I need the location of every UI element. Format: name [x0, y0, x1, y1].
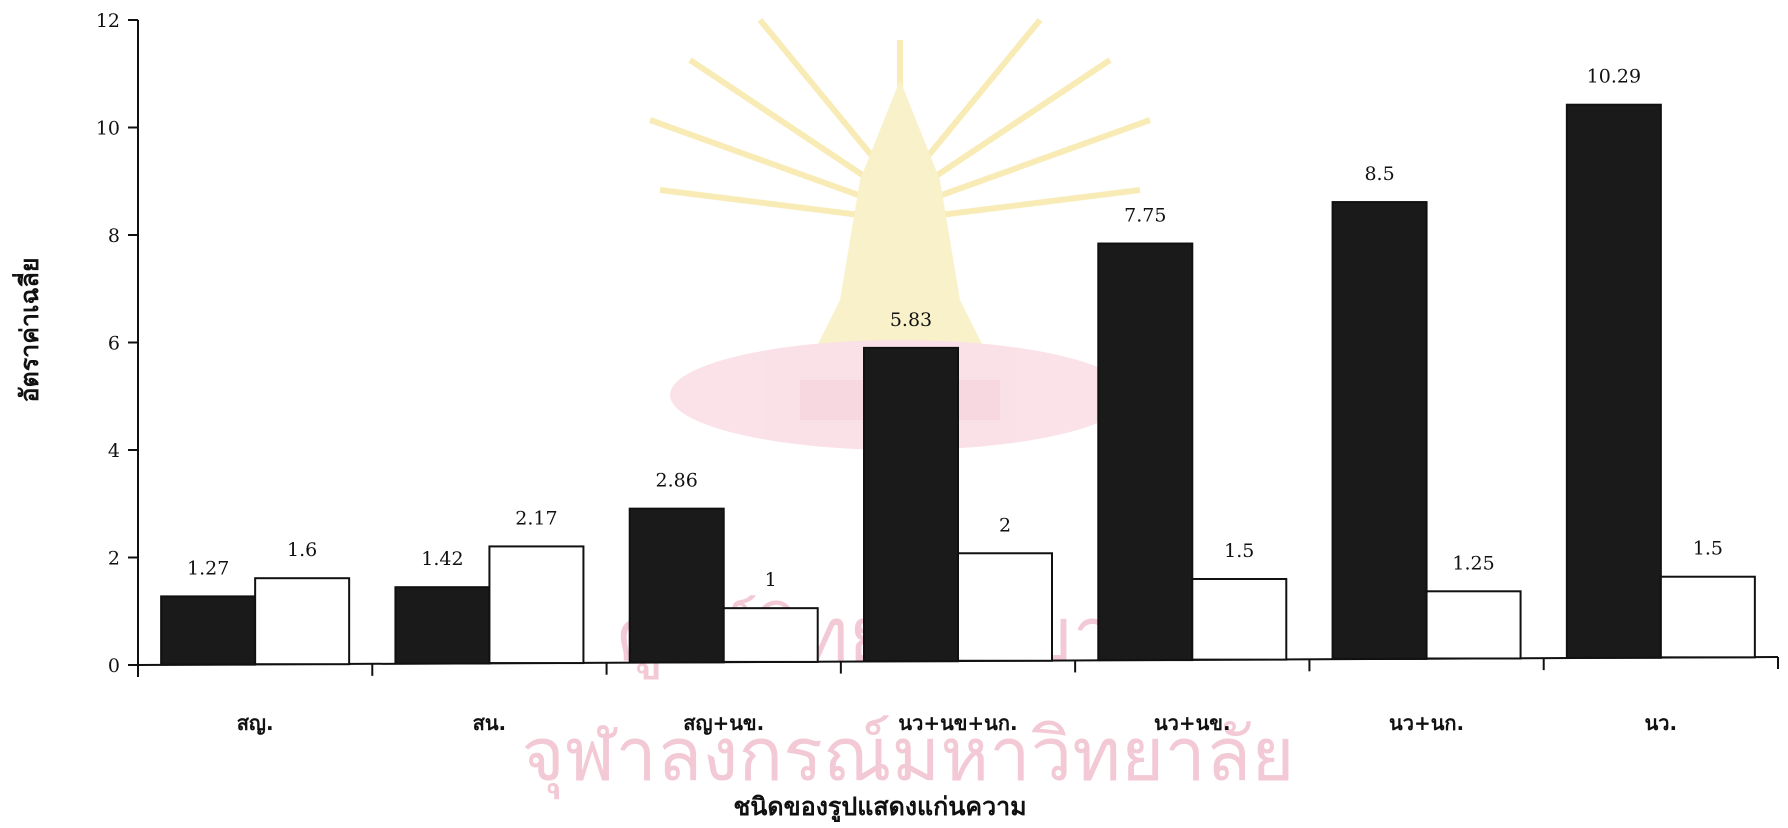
bar-series-1: [394, 586, 491, 665]
y-tick-label: 2: [108, 548, 120, 570]
y-tick-label: 8: [108, 225, 120, 247]
bar-series-2: [1191, 578, 1288, 661]
data-label: 1.5: [1224, 540, 1254, 562]
x-tick-label: นว+นข+นก.: [898, 711, 1017, 735]
labels: 0 2 4 6 8 10 12 1.27 1.6 สญ. 1.42 2.17 สน. 2.86 1 สญ+นข…: [12, 10, 1723, 823]
bar-series-1: [1097, 242, 1194, 662]
bar-series-2: [957, 552, 1053, 662]
bar-series-2: [1425, 590, 1522, 660]
bar-series-1: [160, 595, 257, 666]
bar-series-2: [488, 545, 585, 665]
x-tick-label: นว+นก.: [1389, 711, 1464, 735]
bar-series-2: [254, 577, 351, 666]
data-label: 8.5: [1364, 163, 1394, 185]
data-label: 1.27: [187, 557, 229, 579]
watermark-line-2: จุฬาลงกรณ์มหาวิทยาลัย: [521, 712, 1294, 800]
bar-series-1: [863, 346, 959, 663]
data-label: 1.5: [1693, 538, 1723, 560]
bar-series-2: [1659, 575, 1756, 659]
data-label: 1: [765, 569, 777, 591]
y-tick-label: 4: [108, 440, 120, 462]
x-tick-label: สน.: [473, 711, 506, 735]
data-label: 2: [999, 514, 1011, 536]
y-axis-title: อัตราค่าเฉลี่ย: [12, 257, 44, 402]
data-label: 2.17: [515, 507, 557, 529]
x-tick-label: สญ.: [237, 711, 274, 735]
data-label: 7.75: [1124, 205, 1166, 227]
x-tick-label: สญ+นข.: [683, 711, 764, 735]
x-axis-title: ชนิดของรูปแสดงแก่นความ: [733, 792, 1026, 823]
data-label: 1.25: [1452, 552, 1494, 574]
bars: [160, 103, 1756, 666]
data-label: 1.42: [421, 548, 463, 570]
bar-series-1: [1565, 103, 1662, 659]
y-tick-label: 6: [108, 333, 120, 355]
y-tick-label: 10: [96, 118, 120, 140]
data-label: 1.6: [287, 539, 317, 561]
data-label: 5.83: [890, 309, 932, 331]
x-tick-label: นว.: [1645, 711, 1678, 735]
bar-series-1: [1331, 201, 1428, 660]
bar-series-2: [722, 607, 819, 663]
data-label: 2.86: [656, 470, 698, 492]
y-tick-label: 0: [108, 655, 120, 677]
y-tick-label: 12: [96, 10, 120, 32]
data-label: 10.29: [1587, 66, 1641, 88]
x-tick-label: นว+นข.: [1154, 711, 1231, 735]
bar-series-1: [628, 507, 725, 664]
